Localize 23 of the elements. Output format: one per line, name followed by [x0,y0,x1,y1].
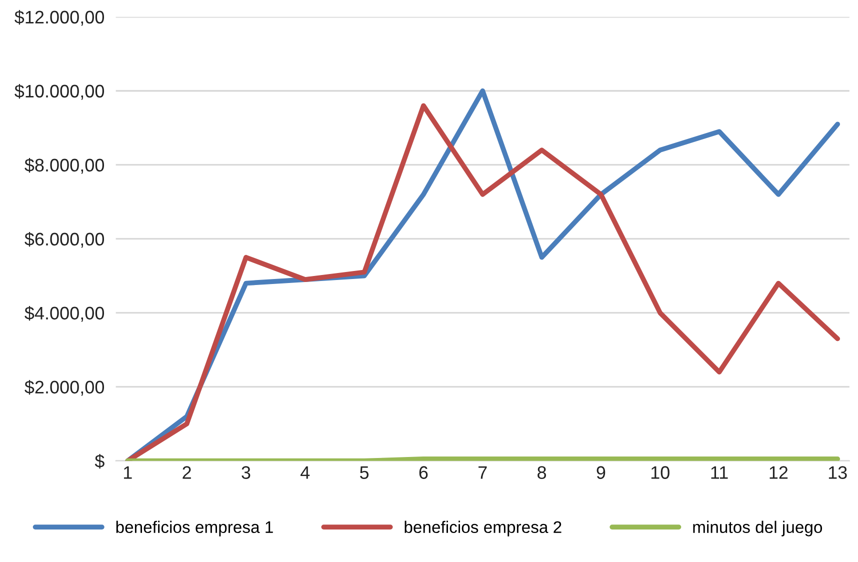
y-tick-label: $2.000,00 [24,380,104,396]
y-tick-label: $10.000,00 [14,84,104,100]
x-tick-label: 10 [651,466,670,479]
legend-label: beneficios empresa 2 [404,520,562,536]
y-tick-label: $12.000,00 [14,10,104,26]
x-tick-label: 11 [711,466,728,479]
y-tick-label: $6.000,00 [24,232,104,248]
x-tick-label: 1 [124,466,132,479]
legend-label: beneficios empresa 1 [116,520,273,536]
legend-label: minutos del juego [693,520,822,536]
y-tick-label: $4.000,00 [24,306,104,322]
y-tick-label: $ [94,454,104,469]
x-tick-label: 9 [596,466,606,479]
x-tick-label: 13 [828,466,847,479]
x-tick-label: 6 [419,466,428,479]
x-tick-label: 4 [300,466,310,479]
x-tick-label: 8 [538,466,546,479]
x-tick-label: 7 [478,466,487,479]
x-tick-label: 3 [242,466,250,479]
x-tick-label: 2 [182,466,191,479]
x-tick-label: 5 [360,466,369,479]
y-tick-label: $8.000,00 [24,158,104,174]
x-tick-label: 12 [770,466,788,479]
